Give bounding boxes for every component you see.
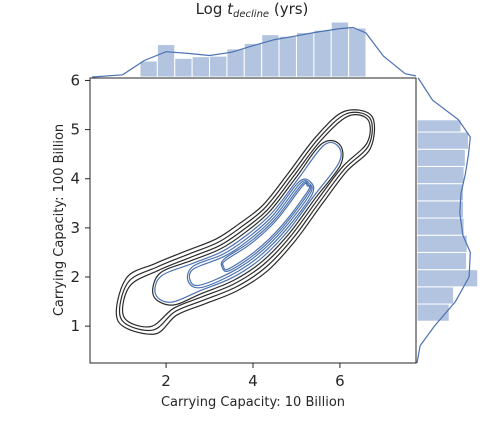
y-tick-label: 4	[70, 170, 80, 188]
x-hist-bar	[243, 42, 263, 78]
kde-contour-level	[186, 178, 315, 289]
x-axis-ticks: 2 4 6	[161, 363, 345, 390]
title-italic-base: t	[227, 0, 234, 18]
title-subscript: decline	[233, 9, 269, 20]
title-prefix: Log	[196, 0, 228, 18]
y-marginal-kde-line	[416, 77, 471, 364]
y-tick-label: 3	[70, 219, 80, 237]
x-hist-bar	[139, 60, 158, 78]
x-hist-bar	[174, 57, 193, 78]
kde-contour-level	[221, 182, 311, 271]
y-marginal-distribution	[416, 77, 479, 364]
y-hist-bar	[416, 303, 450, 322]
y-tick-label: 6	[70, 71, 80, 89]
x-marginal-kde-line	[92, 26, 417, 78]
x-hist-bar	[295, 31, 315, 78]
y-hist-bar	[416, 165, 465, 185]
y-tick-label: 2	[70, 268, 80, 286]
x-hist-bar	[209, 55, 228, 78]
plot-frame	[89, 77, 417, 364]
kde-contour-level	[220, 181, 312, 273]
y-hist-bar	[416, 200, 464, 219]
kde-contour-set	[115, 109, 376, 335]
x-tick-label: 4	[248, 372, 258, 390]
y-axis-ticks: 1 2 3 4 5 6	[70, 71, 90, 335]
x-hist-bar	[348, 27, 367, 78]
y-hist-bar	[416, 119, 462, 133]
joint-kde-plot: 2 4 6 1 2 3 4 5 6	[70, 71, 417, 390]
kde-contour-level	[188, 179, 313, 287]
x-axis-label: Carrying Capacity: 10 Billion	[161, 395, 345, 410]
x-hist-bar	[278, 35, 297, 78]
y-tick-label: 5	[70, 121, 80, 139]
kde-contour-level	[154, 141, 342, 303]
x-tick-label: 2	[161, 372, 171, 390]
kde-contour-level	[152, 139, 344, 306]
kde-contour-level	[121, 114, 371, 328]
x-marginal-distribution	[92, 21, 417, 78]
y-hist-bar	[416, 251, 468, 271]
kde-contour-level	[115, 109, 376, 335]
x-hist-bar	[191, 56, 211, 78]
y-hist-bar	[416, 131, 469, 150]
x-tick-label: 6	[335, 372, 345, 390]
y-hist-bar	[416, 234, 468, 253]
chart-title: Log tdecline (yrs)	[196, 0, 309, 20]
x-hist-bar	[156, 44, 176, 78]
y-hist-bar	[416, 148, 466, 167]
y-hist-bar	[416, 217, 465, 236]
y-hist-bar	[416, 286, 455, 305]
y-axis-label: Carrying Capacity: 100 Billion	[52, 124, 67, 316]
kde-contour-level	[118, 111, 373, 332]
x-hist-bar	[330, 21, 350, 78]
y-hist-bar	[416, 183, 464, 202]
title-suffix: (yrs)	[269, 0, 308, 18]
y-tick-label: 1	[70, 317, 80, 335]
x-hist-bar	[313, 29, 332, 78]
